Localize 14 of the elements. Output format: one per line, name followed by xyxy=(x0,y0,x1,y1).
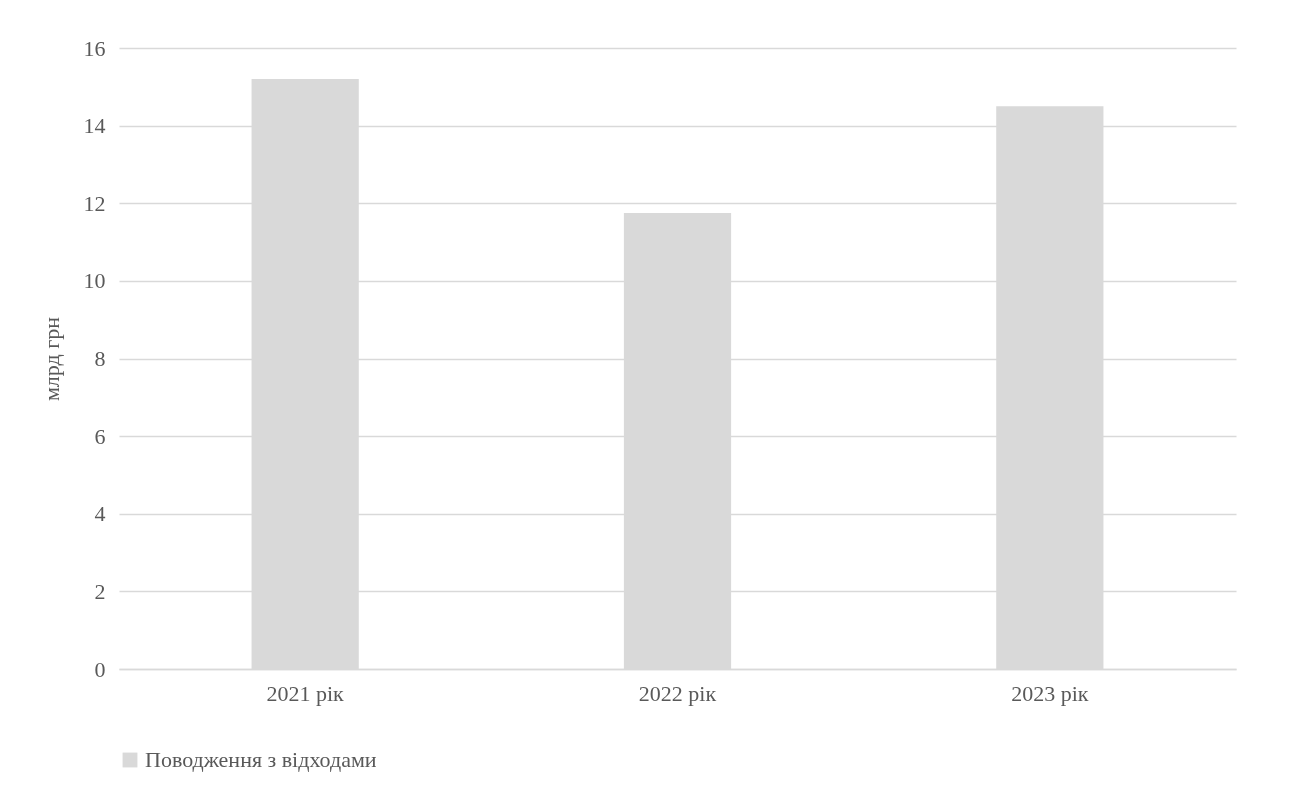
y-tick-label: 16 xyxy=(83,35,106,61)
y-axis-title: млрд грн xyxy=(38,316,64,402)
y-tick-label: 4 xyxy=(94,501,106,527)
x-tick-label: 2023 рік xyxy=(1011,680,1089,706)
x-tick-label: 2021 рік xyxy=(266,680,345,706)
y-tick-label: 14 xyxy=(83,113,106,139)
y-tick-label: 10 xyxy=(83,268,106,294)
y-tick-label: 0 xyxy=(94,656,106,682)
y-tick-label: 2 xyxy=(94,578,106,604)
y-tick-label: 6 xyxy=(94,423,106,449)
y-tick-label: 8 xyxy=(94,346,106,371)
x-tick-label: 2022 рік xyxy=(638,680,717,706)
y-tick-label: 12 xyxy=(83,190,106,216)
legend-label: Поводження з відходами xyxy=(145,747,377,772)
